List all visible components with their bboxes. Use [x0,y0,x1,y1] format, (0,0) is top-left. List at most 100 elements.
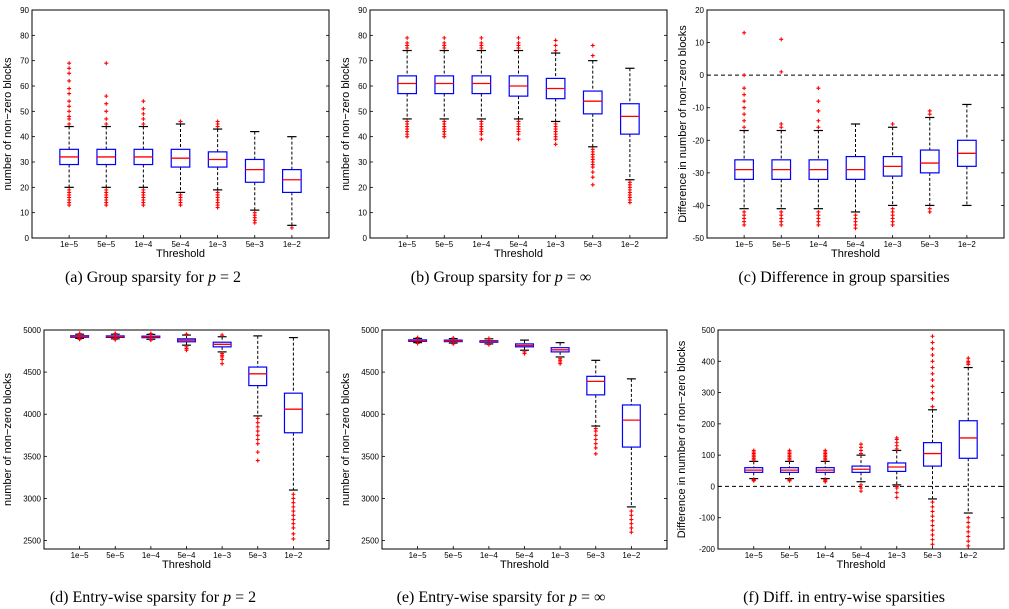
outlier-point [291,500,296,505]
outlier-point [558,356,563,361]
box-5 [207,119,228,210]
outlier-point [593,445,598,450]
box-1 [744,448,764,483]
x-axis-label: Threshold [837,559,886,571]
x-tick-label: 1e−3 [213,551,232,560]
panel-caption: (d) Entry-wise sparsity for p = 2 [50,589,256,606]
outlier-point [67,114,72,119]
y-tick-label: 4500 [23,368,41,377]
y-tick-label: 80 [358,31,367,40]
outlier-point [859,482,863,487]
y-tick-label: 2500 [361,537,379,546]
outlier-point [178,192,183,197]
iqr-box [471,75,492,95]
outlier-point [486,336,491,341]
box-7 [956,103,977,207]
outlier-point [816,86,821,91]
iqr-box [845,155,866,180]
outlier-point [930,378,935,383]
outlier-point [930,404,935,409]
x-tick-label: 5e−5 [435,240,454,249]
outlier-point [742,86,747,91]
y-tick-label: 500 [702,326,716,335]
outlier-point [590,43,595,48]
outlier-point [291,531,296,536]
y-tick-label: -50 [692,234,704,243]
y-tick-label: 60 [20,82,29,91]
outlier-point [184,344,189,349]
outlier-point [823,448,828,453]
panel-caption: (e) Entry-wise sparsity for p = ∞ [397,589,606,606]
outlier-point [930,504,935,509]
outlier-point [148,337,153,342]
x-tick-label: 5e−4 [509,240,528,249]
outlier-point [553,43,558,48]
outlier-point [220,351,225,356]
outlier-point [255,420,260,425]
caption-value: = 2 [231,589,256,606]
box-2 [96,61,117,208]
y-tick-label: 50 [20,107,29,116]
outlier-point [742,105,747,110]
y-tick-label: 90 [358,6,367,15]
box-6 [582,43,603,187]
outlier-point [966,520,971,525]
caption-text: (c) Difference in group sparsities [738,269,949,286]
box-4 [176,332,197,353]
x-tick-label: 5e−5 [97,240,116,249]
panel-caption: (f) Diff. in entry-wise sparsities [743,589,945,606]
x-tick-label: 5e−4 [177,551,196,560]
box-6 [586,359,606,456]
outlier-point [930,509,935,514]
outlier-point [553,122,558,126]
chart-panel-a: 0 10 20 30 40 50 60 70 80 90 1e−5 5e−5 1e−4 5e−4 1e−3 5… [2,6,330,286]
outlier-point [67,104,72,109]
outlier-point [215,190,220,195]
x-tick-label: 5e−3 [921,240,940,249]
outlier-point [930,365,935,370]
x-tick-label: 1e−4 [480,551,499,560]
x-tick-label: 5e−5 [106,551,125,560]
outlier-point [516,40,521,45]
y-tick-label: 50 [358,107,367,116]
outlier-point [816,209,821,214]
outlier-point [894,490,899,495]
y-tick-label: 80 [20,31,29,40]
outlier-point [930,528,935,533]
outlier-point [930,523,935,528]
y-tick-label: 4000 [361,410,379,419]
outlier-point [593,433,598,438]
outlier-point [779,122,784,126]
outlier-point [104,122,109,126]
outlier-point [779,69,784,74]
outlier-point [178,119,183,124]
outlier-point [67,78,72,83]
box-7 [283,336,303,541]
outlier-point [742,92,747,97]
outlier-point [966,525,971,530]
outlier-point [590,147,595,152]
box-7 [619,67,640,205]
caption-variable: p [568,589,577,606]
x-tick-label: 1e−4 [142,551,161,560]
outlier-point [966,534,971,539]
outlier-point [930,537,935,542]
caption-value: = 2 [216,269,241,286]
chart-panel-e: 2500 3000 3500 4000 4500 5000 1e−5 5e−5 1e−4 5e−4… [340,326,668,606]
x-tick-label: 5e−5 [780,551,799,560]
x-tick-label: 1e−2 [621,240,640,249]
y-axis-label: number of non−zero blocks [2,373,14,506]
y-tick-label: 3000 [361,494,379,503]
outlier-point [966,529,971,534]
outlier-point [966,515,971,520]
outlier-point [291,504,296,509]
y-axis-label: Difference in number of non−zero blocks [677,25,689,223]
x-axis-label: Threshold [156,248,205,260]
outlier-point [104,109,109,114]
outlier-point [894,435,899,440]
outlier-point [629,525,634,530]
outlier-point [67,109,72,114]
box-1 [408,335,428,346]
iqr-box [281,169,302,194]
